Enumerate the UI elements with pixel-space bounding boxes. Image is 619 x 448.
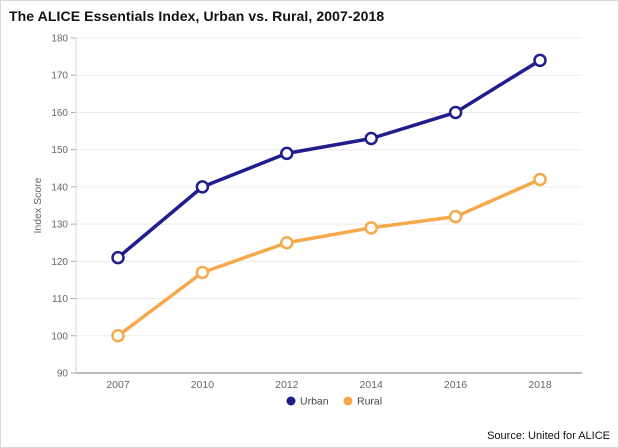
rural-data-point-marker [364, 221, 378, 235]
y-tick-label: 180 [51, 34, 68, 45]
x-tick-label: 2014 [360, 379, 384, 391]
source-caption: Source: United for ALICE [487, 430, 610, 442]
y-tick-label: 100 [51, 331, 68, 342]
urban-legend-label: Urban [300, 396, 329, 408]
rural-legend-label: Rural [357, 396, 382, 408]
y-tick-label: 120 [51, 257, 68, 268]
urban-legend-marker [286, 396, 296, 406]
y-tick-label: 130 [51, 220, 68, 231]
urban-data-point-marker [280, 146, 294, 161]
x-tick-label: 2012 [275, 379, 299, 391]
y-tick-label: 170 [51, 71, 68, 82]
urban-line [116, 58, 542, 260]
y-tick-label: 110 [52, 294, 68, 305]
rural-data-point-marker [533, 172, 547, 187]
chart-title: The ALICE Essentials Index, Urban vs. Ru… [9, 8, 385, 24]
rural-data-point-marker [280, 235, 294, 250]
urban-data-point-marker [364, 131, 378, 146]
rural-data-point-marker [111, 329, 125, 343]
y-tick-label: 90 [57, 369, 69, 380]
x-tick-label: 2016 [444, 379, 468, 391]
x-tick-label: 2007 [106, 379, 130, 391]
y-tick-label: 140 [51, 182, 68, 193]
y-tick-label: 160 [51, 108, 68, 119]
urban-data-point-marker [448, 105, 463, 120]
x-tick-label: 2018 [528, 379, 552, 391]
urban-data-point-marker [111, 250, 125, 265]
y-axis-title: Index Score [32, 177, 44, 233]
rural-data-point-marker [448, 209, 463, 224]
y-tick-label: 150 [51, 145, 68, 156]
rural-line [116, 177, 542, 338]
urban-data-point-marker [533, 53, 547, 68]
x-tick-label: 2010 [191, 379, 215, 391]
rural-legend-marker [343, 396, 353, 406]
rural-data-point-marker [195, 265, 210, 280]
urban-data-point-marker [195, 180, 210, 194]
